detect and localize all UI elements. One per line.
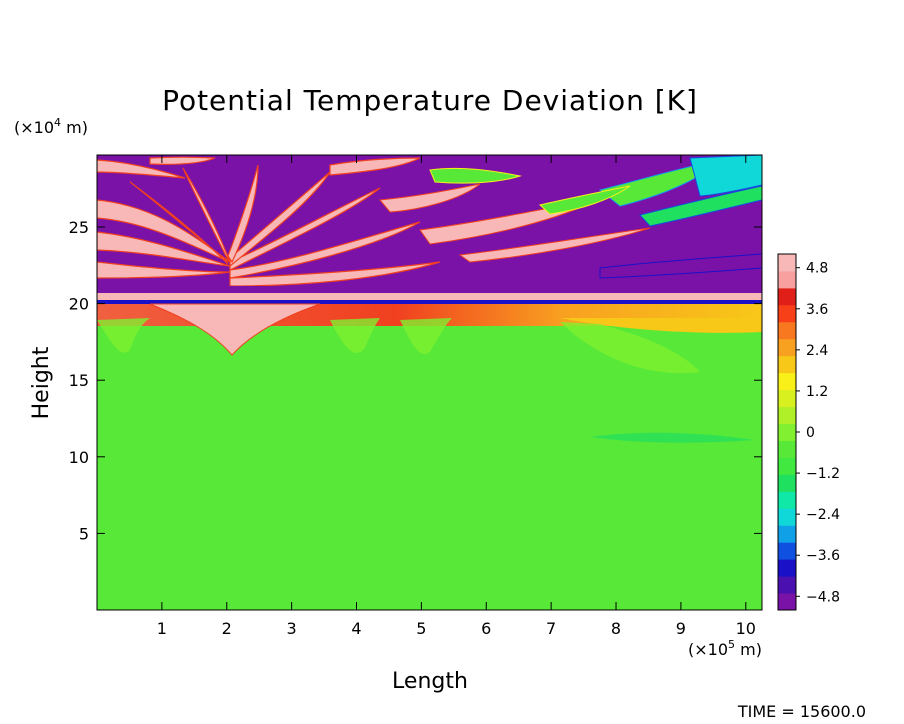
x-axis-ticks: 1 2 3 4 5 6 7 8 9 10 [157, 155, 756, 638]
colorbar-tick-label: 0 [806, 425, 815, 441]
x-tick-label: 3 [287, 619, 297, 638]
colorbar-swatch [778, 389, 796, 408]
colorbar-swatch [778, 457, 796, 475]
field-band-blue [97, 300, 762, 304]
x-tick-label: 8 [611, 619, 621, 638]
x-scale-label: (×105 m) [688, 638, 762, 659]
field-source-plume [149, 303, 321, 356]
y-tick-label: 15 [69, 371, 89, 390]
x-tick-label: 6 [481, 619, 491, 638]
field-mid-streak [590, 432, 755, 443]
time-annotation: TIME = 15600.0 [737, 702, 866, 721]
colorbar-tick-label: −2.4 [806, 507, 840, 523]
colorbar-tick-label: 4.8 [806, 261, 828, 277]
x-tick-label: 9 [676, 619, 686, 638]
x-tick-label: 1 [157, 619, 167, 638]
y-tick-label: 20 [69, 295, 89, 314]
colorbar-tick-label: −4.8 [806, 589, 840, 605]
x-tick-label: 4 [351, 619, 361, 638]
colorbar-swatch [778, 287, 796, 306]
colorbar-swatch [778, 491, 796, 509]
colorbar-swatch [778, 440, 796, 458]
colorbar-swatch [778, 576, 796, 594]
y-axis-label: Height [29, 346, 54, 419]
chart-title: Potential Temperature Deviation [K] [162, 84, 698, 117]
y-tick-label: 25 [69, 218, 89, 237]
x-tick-label: 10 [736, 619, 756, 638]
colorbar-swatch [778, 423, 796, 441]
x-tick-label: 7 [546, 619, 556, 638]
y-scale-label: (×104 m) [14, 116, 88, 137]
plot-frame [96, 154, 763, 611]
y-tick-label: 10 [69, 448, 89, 467]
colorbar-swatch [778, 508, 796, 526]
colorbar-swatch [778, 593, 796, 611]
colorbar-tick-label: −3.6 [806, 548, 840, 564]
colorbar-tick-label: −1.2 [806, 466, 840, 482]
field-band-purple [97, 286, 762, 294]
colorbar-swatch [778, 559, 796, 577]
y-axis-ticks: 5 10 15 20 25 [69, 218, 762, 543]
colorbar: 4.8 3.6 2.4 1.2 0 −1.2 −2.4 −3.6 −4.8 [777, 253, 840, 611]
field-plumes [97, 318, 700, 374]
colorbar-swatch [778, 525, 796, 543]
x-tick-label: 5 [416, 619, 426, 638]
colorbar-swatch [778, 338, 796, 357]
heatmap-field [97, 155, 762, 610]
colorbar-tick-label: 3.6 [806, 302, 828, 318]
colorbar-swatch [778, 270, 796, 289]
colorbar-swatch [778, 304, 796, 323]
colorbar-swatch [778, 321, 796, 340]
field-yellow-tail [560, 318, 762, 333]
colorbar-swatch [778, 474, 796, 492]
colorbar-tick-label: 1.2 [806, 384, 828, 400]
colorbar-swatch [778, 542, 796, 560]
y-tick-label: 5 [79, 524, 89, 543]
colorbar-swatch [778, 254, 796, 272]
field-right-waves [379, 155, 762, 279]
colorbar-tick-label: 2.4 [806, 343, 828, 359]
x-axis-label: Length [392, 669, 468, 694]
colorbar-swatch [778, 355, 796, 374]
colorbar-swatch [778, 406, 796, 425]
field-wave-bands [97, 156, 441, 287]
field-band-pink [97, 293, 762, 300]
colorbar-swatch [778, 372, 796, 391]
x-tick-label: 2 [222, 619, 232, 638]
